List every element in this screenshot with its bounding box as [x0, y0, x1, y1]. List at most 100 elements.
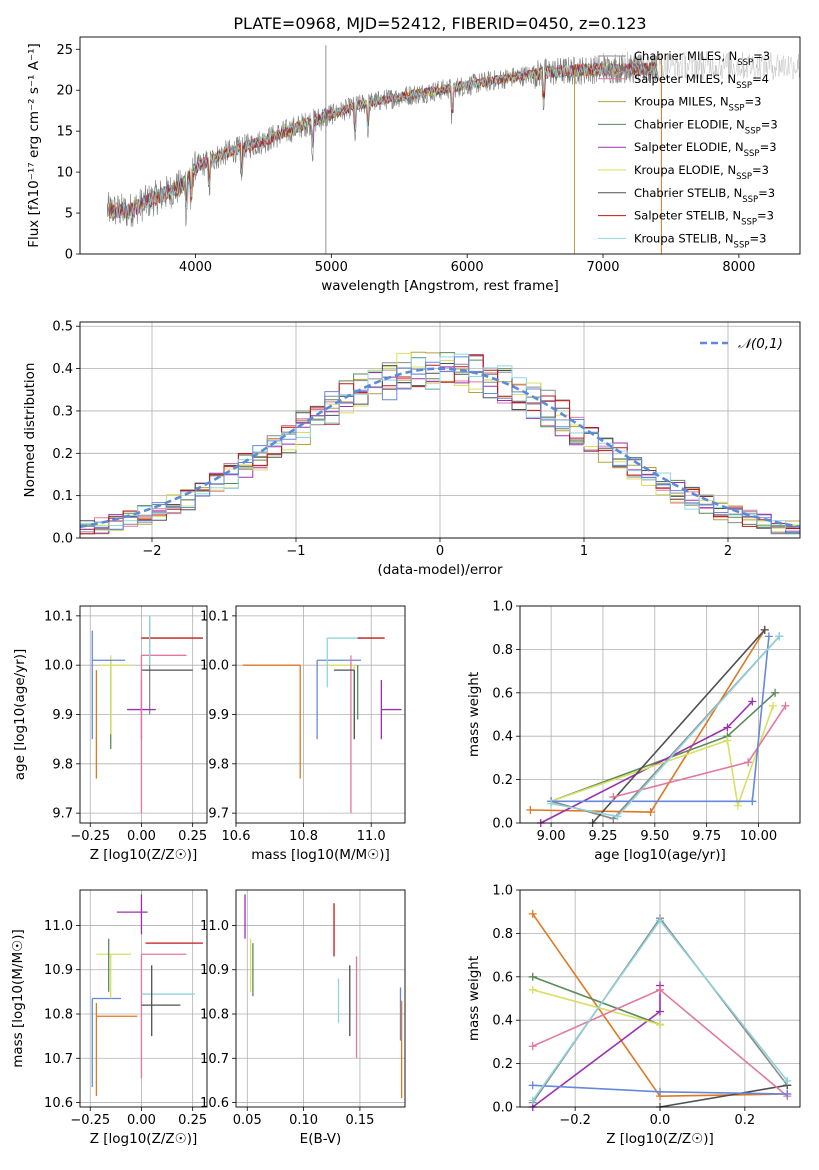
x-tick-label: −0.2 [559, 1113, 591, 1128]
point-marker [783, 1089, 792, 1098]
point-marker [775, 632, 784, 641]
x-tick-label: −0.25 [70, 1113, 110, 1128]
point-marker [656, 1007, 664, 1016]
point-marker [723, 736, 732, 745]
x-tick-label: 0.25 [178, 829, 207, 844]
x-tick-label: 0.0 [650, 1113, 671, 1128]
y-tick-label: 11.0 [200, 919, 229, 934]
spectrum-panel: 4000 5000 6000 7000 8000 0 5 10 15 20 25 PLATE=0968… [26, 14, 801, 294]
legend-label: Salpeter MILES, NSSP=4 [634, 72, 769, 91]
y-tick-label: 0 [65, 248, 73, 263]
model-spectrum [109, 61, 658, 219]
mass-weight-series [550, 692, 776, 803]
legend-label: Chabrier STELIB, NSSP=3 [634, 186, 775, 205]
legend-label: Salpeter ELODIE, NSSP=3 [634, 140, 777, 159]
mass-weight-series [532, 976, 661, 1026]
y-tick-label: 0.0 [492, 1101, 513, 1116]
axes-frame [79, 605, 208, 824]
x-tick-label: 0.15 [345, 1113, 374, 1128]
x-tick-label: 10.00 [740, 829, 777, 844]
y-tick-label: 10.9 [44, 963, 73, 978]
age-vs-metallicity-panel: −0.25 0.00 0.25 9.7 9.8 9.9 10.0 10.1 Z [log10(Z… [12, 605, 208, 863]
y-tick-label: 10.8 [200, 1008, 229, 1023]
histogram-series [80, 356, 800, 535]
point-marker [769, 701, 778, 710]
point-marker [656, 985, 664, 994]
chart-title: PLATE=0968, MJD=52412, FIBERID=0450, z=0… [233, 14, 646, 33]
point-marker [744, 758, 753, 767]
x-tick-label: 1 [580, 544, 588, 559]
mass-weight-series [550, 635, 780, 820]
mass-weight-series [659, 1084, 788, 1108]
x-tick-label: 0.05 [233, 1113, 262, 1128]
x-tick-label: 9.25 [588, 829, 617, 844]
axes-frame [519, 605, 801, 824]
y-tick-label: 10.8 [44, 1008, 73, 1023]
point-marker [528, 1081, 537, 1090]
y-tick-label: 9.9 [208, 708, 229, 723]
legend-label: Chabrier MILES, NSSP=3 [634, 49, 770, 68]
y-axis-label: mass [log10(M/M☉)] [10, 929, 26, 1068]
point-marker [783, 1076, 792, 1085]
point-marker [656, 1020, 664, 1029]
x-tick-label: 8000 [722, 260, 755, 275]
spectrum-tail [602, 51, 800, 80]
x-axis-label: Z [log10(Z/Z☉)] [90, 1131, 198, 1147]
x-tick-label: 0.00 [127, 829, 156, 844]
x-tick-label: 2 [724, 544, 732, 559]
y-tick-label: 1.0 [492, 600, 513, 615]
x-axis-label: Z [log10(Z/Z☉)] [606, 1131, 714, 1147]
point-marker [547, 799, 556, 808]
x-tick-label: 0.25 [178, 1113, 207, 1128]
x-axis-label: wavelength [Angstrom, rest frame] [321, 278, 559, 294]
y-tick-label: 0.6 [492, 970, 513, 985]
point-marker [733, 801, 742, 810]
y-tick-label: 0.5 [52, 320, 73, 335]
point-marker [748, 797, 757, 806]
point-marker [748, 697, 757, 706]
point-marker [723, 723, 732, 732]
legend-label: Kroupa STELIB, NSSP=3 [634, 231, 766, 250]
mass-vs-extinction-panel: 0.05 0.10 0.15 10.6 10.7 10.8 10.9 11.0 E(B-V) [200, 889, 406, 1147]
legend-label: Chabrier ELODIE, NSSP=3 [634, 117, 778, 136]
point-marker [609, 792, 618, 801]
x-tick-label: −0.25 [70, 829, 110, 844]
y-axis-label: mass weight [466, 956, 482, 1041]
x-tick-label: 4000 [179, 260, 212, 275]
y-tick-label: 0.3 [52, 404, 73, 419]
y-axis-label: age [log10(age/yr)] [12, 649, 28, 781]
y-tick-label: 0.8 [492, 927, 513, 942]
x-tick-label: 0.2 [735, 1113, 756, 1128]
x-axis-label: (data-model)/error [377, 562, 503, 578]
axes-frame [235, 889, 406, 1108]
y-tick-label: 10.6 [44, 1096, 73, 1111]
y-tick-label: 9.8 [52, 757, 73, 772]
x-tick-label: 0.10 [289, 1113, 318, 1128]
mass-weight-series [530, 629, 766, 813]
x-tick-label: −2 [142, 544, 161, 559]
point-marker [528, 909, 537, 918]
gaussian-curve [79, 367, 801, 529]
y-tick-label: 0.2 [492, 773, 513, 788]
point-marker [613, 812, 622, 821]
mass-weight-series [550, 705, 774, 806]
y-tick-label: 10.1 [44, 609, 73, 624]
y-axis-label: Normed distribution [22, 363, 38, 498]
y-axis-label: Flux [fλ10⁻¹⁷ erg cm⁻² s⁻¹ A⁻¹] [26, 43, 42, 248]
point-marker [781, 701, 790, 710]
point-marker [656, 916, 664, 925]
x-tick-label: −1 [286, 544, 305, 559]
y-tick-label: 11.0 [44, 919, 73, 934]
y-tick-label: 0.4 [52, 362, 73, 377]
point-marker [760, 625, 769, 634]
y-tick-label: 10.0 [44, 659, 73, 674]
y-tick-label: 10.7 [44, 1052, 73, 1067]
x-tick-label: 7000 [586, 260, 619, 275]
axes-frame [79, 321, 801, 539]
mass-weight-series [613, 705, 787, 798]
point-marker [528, 1096, 537, 1105]
y-tick-label: 0.8 [492, 643, 513, 658]
x-axis-label: E(B-V) [300, 1131, 342, 1147]
y-tick-label: 1.0 [492, 884, 513, 899]
